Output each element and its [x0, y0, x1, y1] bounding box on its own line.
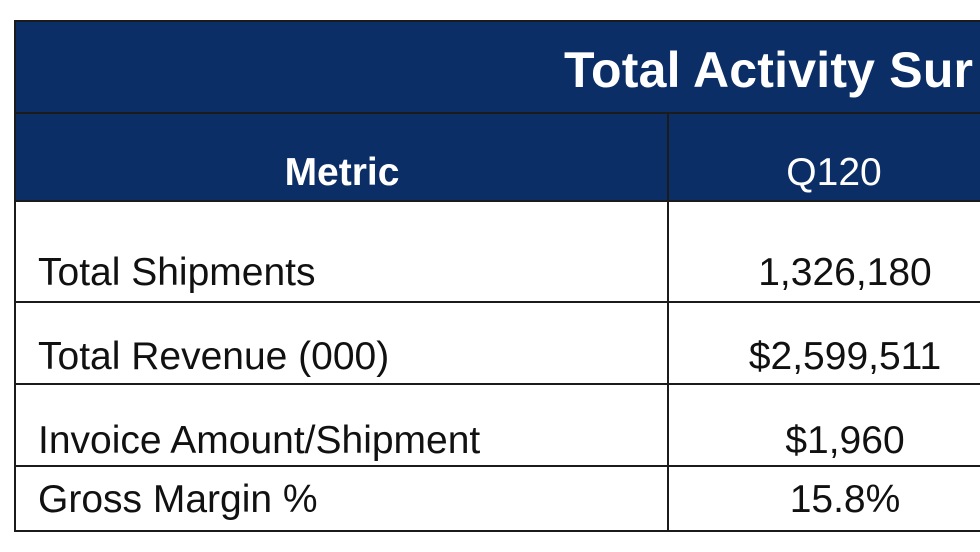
column-divider	[667, 467, 669, 532]
metric-value: $2,599,511	[748, 335, 942, 378]
table-row: Invoice Amount/Shipment $1,960	[16, 383, 980, 465]
column-header-q120: Q120	[786, 151, 882, 194]
table-header-row: Metric Q120	[16, 112, 980, 202]
column-divider	[667, 303, 669, 383]
table-frame	[14, 20, 980, 532]
metric-label: Total Shipments	[38, 251, 316, 294]
column-divider	[667, 114, 669, 202]
column-header-metric: Metric	[284, 151, 400, 194]
metric-value: $1,960	[785, 419, 905, 462]
metric-value: 1,326,180	[758, 251, 932, 294]
table-row: Gross Margin % 15.8%	[16, 465, 980, 532]
table-row: Total Shipments 1,326,180	[16, 200, 980, 301]
column-divider	[667, 202, 669, 301]
metric-label: Invoice Amount/Shipment	[38, 419, 481, 462]
metric-label: Gross Margin %	[38, 478, 318, 521]
column-divider	[667, 385, 669, 465]
table-title-bar: Total Activity Sur	[16, 22, 980, 112]
metric-label: Total Revenue (000)	[38, 335, 390, 378]
table-row: Total Revenue (000) $2,599,511	[16, 301, 980, 383]
metric-value: 15.8%	[789, 478, 901, 521]
table-title: Total Activity Sur	[564, 42, 974, 98]
